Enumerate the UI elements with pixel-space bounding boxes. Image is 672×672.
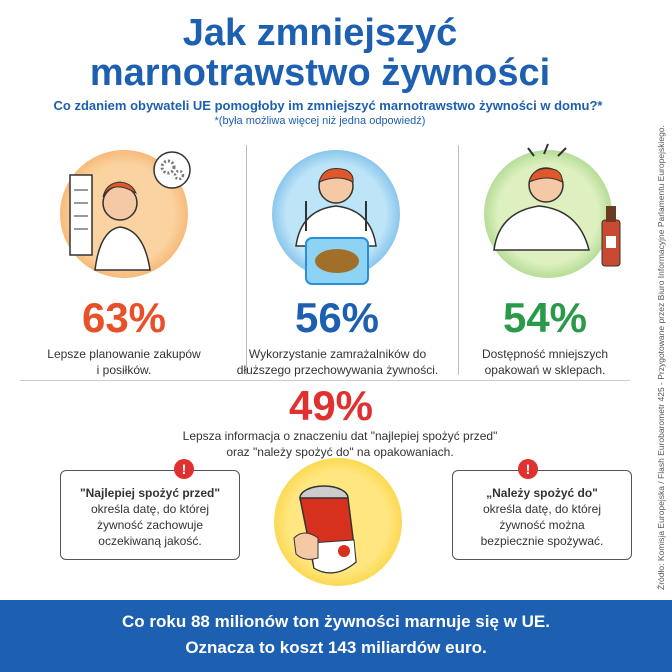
multiple-answers-note: *(była możliwa więcej niż jedna odpowied… [214,115,426,127]
thinking-man-icon [69,151,191,271]
box-line: oczekiwaną jakość. [98,534,202,548]
box-line: określa datę, do której [482,502,602,516]
stat-percent-packages: 54% [502,294,588,341]
column-divider [458,145,459,375]
stat-percent-planning: 63% [81,294,167,341]
source-text: Źródło: Komisja Europejska / Flash Eurob… [656,125,666,590]
warning-icon: ! [174,459,194,479]
planning-illustration [60,150,191,278]
stat-desc-planning: Lepsze planowanie zakupów i posiłków. [14,346,234,378]
desc-line: Wykorzystanie zamrażalników do [248,347,427,361]
stat-desc-dates: Lepsza informacja o znaczeniu dat "najle… [180,428,500,460]
desc-line: opakowań w sklepach. [484,363,606,377]
desc-line: Dostępność mniejszych [481,347,609,361]
box-line: żywność można [499,518,585,532]
running-man-icon [493,143,621,267]
desc-line: oraz "należy spożyć do" na opakowaniach. [226,445,454,459]
title-line-1: Jak zmniejszyć [182,12,458,54]
box-line: określa datę, do której [90,502,210,516]
warning-icon: ! [518,459,538,479]
column-divider [246,145,247,375]
desc-line: Lepsze planowanie zakupów [47,347,201,361]
box-heading: „Należy spożyć do" [486,486,598,500]
stat-percent-dates: 49% [288,382,374,429]
desc-line: dłuższego przechowywania żywności. [236,363,439,377]
stat-desc-freezer: Wykorzystanie zamrażalników do dłuższego… [235,346,440,378]
desc-line: Lepsza informacja o znaczeniu dat "najle… [182,429,498,443]
survey-question: Co zdaniem obywateli UE pomogłoby im zmn… [53,98,603,113]
stat-percent-freezer: 56% [294,294,380,341]
can-illustration [274,458,402,586]
footer-line-1: Co roku 88 milionów ton żywności marnuje… [122,612,550,631]
stat-desc-packages: Dostępność mniejszych opakowań w sklepac… [455,346,635,378]
section-divider [20,380,630,381]
use-by-box: „Należy spożyć do" określa datę, do któr… [452,470,632,560]
box-line: bezpiecznie spożywać. [480,534,604,548]
box-heading: "Najlepiej spożyć przed" [79,486,221,500]
source-note: Źródło: Komisja Europejska / Flash Eurob… [656,70,666,590]
footer-banner: Co roku 88 milionów ton żywności marnuje… [0,600,672,672]
desc-line: i posiłków. [96,363,152,377]
title-line-2: marnotrawstwo żywności [89,52,551,94]
freezer-illustration [272,150,400,285]
food-can-icon [293,485,357,574]
footer-line-2: Oznacza to koszt 143 miliardów euro. [185,638,487,657]
box-line: żywność zachowuje [96,518,204,532]
packages-illustration [484,143,621,278]
eating-man-icon [295,168,377,285]
best-before-box: "Najlepiej spożyć przed" określa datę, d… [60,470,240,560]
